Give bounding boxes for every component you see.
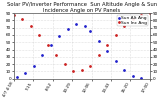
Title: Solar PV/Inverter Performance  Sun Altitude Angle & Sun Incidence Angle on PV Pa: Solar PV/Inverter Performance Sun Altitu… [7,2,157,13]
Legend: Sun Alt Ang, Sun Inc Ang: Sun Alt Ang, Sun Inc Ang [117,15,148,26]
